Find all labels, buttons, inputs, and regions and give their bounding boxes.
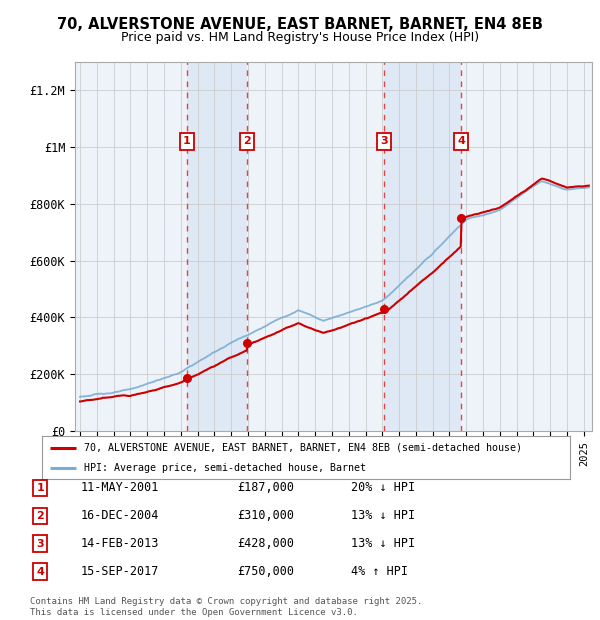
- Text: 70, ALVERSTONE AVENUE, EAST BARNET, BARNET, EN4 8EB: 70, ALVERSTONE AVENUE, EAST BARNET, BARN…: [57, 17, 543, 32]
- Text: 13% ↓ HPI: 13% ↓ HPI: [351, 510, 415, 522]
- Text: 20% ↓ HPI: 20% ↓ HPI: [351, 482, 415, 494]
- Text: HPI: Average price, semi-detached house, Barnet: HPI: Average price, semi-detached house,…: [84, 463, 366, 473]
- Text: 1: 1: [183, 136, 191, 146]
- Bar: [385, 62, 461, 431]
- Text: £310,000: £310,000: [237, 510, 294, 522]
- Text: 4: 4: [36, 567, 44, 577]
- Bar: [187, 62, 247, 431]
- Text: 4% ↑ HPI: 4% ↑ HPI: [351, 565, 408, 578]
- Text: 13% ↓ HPI: 13% ↓ HPI: [351, 538, 415, 550]
- Text: 11-MAY-2001: 11-MAY-2001: [81, 482, 160, 494]
- Text: Price paid vs. HM Land Registry's House Price Index (HPI): Price paid vs. HM Land Registry's House …: [121, 31, 479, 44]
- Text: 4: 4: [457, 136, 466, 146]
- Text: 16-DEC-2004: 16-DEC-2004: [81, 510, 160, 522]
- Text: 70, ALVERSTONE AVENUE, EAST BARNET, BARNET, EN4 8EB (semi-detached house): 70, ALVERSTONE AVENUE, EAST BARNET, BARN…: [84, 443, 522, 453]
- Text: Contains HM Land Registry data © Crown copyright and database right 2025.
This d: Contains HM Land Registry data © Crown c…: [30, 598, 422, 617]
- Text: 3: 3: [37, 539, 44, 549]
- Text: 2: 2: [37, 511, 44, 521]
- Text: 15-SEP-2017: 15-SEP-2017: [81, 565, 160, 578]
- Text: £187,000: £187,000: [237, 482, 294, 494]
- Text: 2: 2: [244, 136, 251, 146]
- Text: £750,000: £750,000: [237, 565, 294, 578]
- Text: 14-FEB-2013: 14-FEB-2013: [81, 538, 160, 550]
- Text: 3: 3: [380, 136, 388, 146]
- Text: 1: 1: [37, 483, 44, 493]
- Text: £428,000: £428,000: [237, 538, 294, 550]
